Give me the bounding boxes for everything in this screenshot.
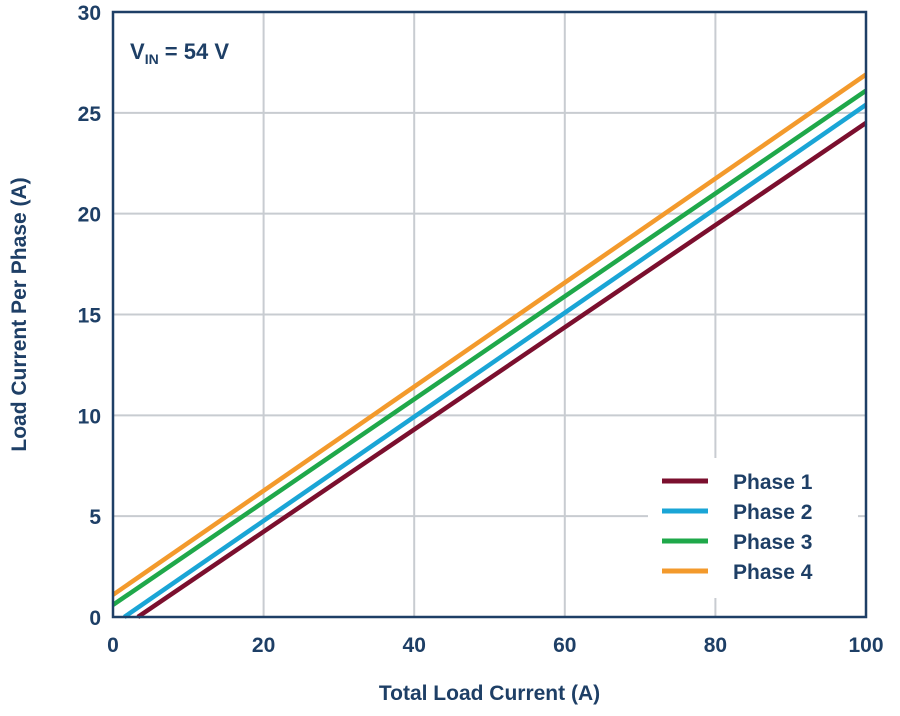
annotation-rest: = 54 V: [159, 39, 230, 64]
y-tick-label: 20: [78, 204, 101, 227]
series-group: [111, 72, 868, 619]
y-tick-label: 10: [78, 405, 101, 428]
annotation-subscript: IN: [145, 51, 159, 67]
legend-label: Phase 3: [733, 531, 812, 554]
legend-label: Phase 4: [733, 561, 813, 584]
x-tick-label: 80: [704, 634, 727, 657]
x-tick-label: 100: [848, 634, 883, 657]
tick-labels: 0 20 40 60 80 100 0 5 10 15 20 25 30: [78, 2, 884, 657]
series-line-phase-1: [136, 121, 868, 619]
legend-label: Phase 1: [733, 471, 813, 494]
legend-label: Phase 2: [733, 501, 812, 524]
y-tick-label: 15: [78, 305, 102, 328]
y-axis-title: Load Current Per Phase (A): [8, 177, 31, 451]
series-line-phase-4: [111, 72, 868, 597]
x-tick-label: 20: [252, 634, 275, 657]
x-tick-label: 60: [553, 634, 576, 657]
series-line-phase-2: [123, 102, 868, 619]
legend: Phase 1 Phase 2 Phase 3 Phase 4: [648, 458, 858, 598]
y-tick-label: 25: [78, 103, 102, 126]
y-tick-label: 5: [89, 506, 101, 529]
annotation-main: V: [130, 39, 145, 64]
y-tick-label: 0: [89, 607, 101, 630]
vin-annotation: VIN = 54 V: [130, 39, 229, 67]
x-tick-label: 0: [107, 634, 119, 657]
x-tick-label: 40: [403, 634, 426, 657]
y-tick-label: 30: [78, 2, 101, 25]
plot-frame: [111, 10, 868, 619]
x-axis-title: Total Load Current (A): [379, 682, 600, 705]
grid: [113, 12, 866, 617]
series-line-phase-3: [111, 88, 868, 607]
